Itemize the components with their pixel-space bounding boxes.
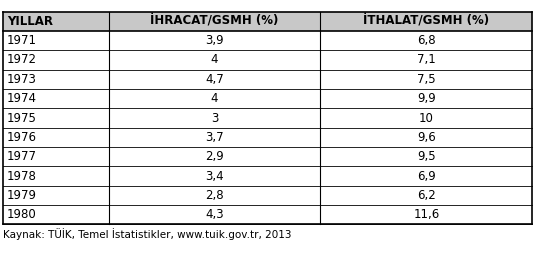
Bar bbox=[320, 89, 532, 108]
Text: 1978: 1978 bbox=[7, 170, 37, 183]
Bar bbox=[109, 31, 320, 50]
Bar bbox=[320, 128, 532, 147]
Bar bbox=[109, 50, 320, 70]
Text: 11,6: 11,6 bbox=[413, 208, 440, 221]
Text: 3,4: 3,4 bbox=[205, 170, 224, 183]
Text: 7,1: 7,1 bbox=[417, 53, 436, 67]
Bar bbox=[320, 70, 532, 89]
Bar bbox=[3, 50, 109, 70]
Bar bbox=[109, 205, 320, 224]
Bar bbox=[3, 70, 109, 89]
Bar bbox=[109, 147, 320, 166]
Bar bbox=[109, 186, 320, 205]
Bar bbox=[3, 166, 109, 186]
Bar bbox=[320, 50, 532, 70]
Bar bbox=[3, 108, 109, 128]
Text: 6,9: 6,9 bbox=[417, 170, 436, 183]
Text: YILLAR: YILLAR bbox=[7, 15, 53, 28]
Text: 1972: 1972 bbox=[7, 53, 37, 67]
Bar bbox=[109, 108, 320, 128]
Bar bbox=[320, 147, 532, 166]
Text: İTHALAT/GSMH (%): İTHALAT/GSMH (%) bbox=[363, 15, 490, 28]
Text: 1971: 1971 bbox=[7, 34, 37, 47]
Text: 1973: 1973 bbox=[7, 73, 37, 86]
Bar bbox=[3, 186, 109, 205]
Bar bbox=[320, 205, 532, 224]
Text: 3,7: 3,7 bbox=[205, 131, 224, 144]
Bar bbox=[320, 108, 532, 128]
Bar bbox=[3, 31, 109, 50]
Text: 9,9: 9,9 bbox=[417, 92, 436, 105]
Text: 6,8: 6,8 bbox=[417, 34, 435, 47]
Text: 4,3: 4,3 bbox=[205, 208, 224, 221]
Text: Kaynak: TÜİK, Temel İstatistikler, www.tuik.gov.tr, 2013: Kaynak: TÜİK, Temel İstatistikler, www.t… bbox=[3, 228, 291, 240]
Bar bbox=[3, 205, 109, 224]
Bar bbox=[109, 12, 320, 31]
Text: 7,5: 7,5 bbox=[417, 73, 435, 86]
Bar bbox=[109, 89, 320, 108]
Text: 9,5: 9,5 bbox=[417, 150, 435, 163]
Bar bbox=[3, 147, 109, 166]
Text: İHRACAT/GSMH (%): İHRACAT/GSMH (%) bbox=[150, 15, 279, 28]
Text: 4: 4 bbox=[211, 92, 218, 105]
Text: 1980: 1980 bbox=[7, 208, 37, 221]
Text: 2,9: 2,9 bbox=[205, 150, 224, 163]
Text: 6,2: 6,2 bbox=[417, 189, 436, 202]
Text: 3,9: 3,9 bbox=[205, 34, 224, 47]
Bar bbox=[109, 70, 320, 89]
Bar bbox=[109, 166, 320, 186]
Text: 4: 4 bbox=[211, 53, 218, 67]
Bar bbox=[320, 12, 532, 31]
Bar bbox=[320, 186, 532, 205]
Bar bbox=[3, 12, 109, 31]
Bar bbox=[3, 89, 109, 108]
Text: 1974: 1974 bbox=[7, 92, 37, 105]
Text: 10: 10 bbox=[419, 111, 434, 125]
Text: 1977: 1977 bbox=[7, 150, 37, 163]
Text: 1975: 1975 bbox=[7, 111, 37, 125]
Bar bbox=[109, 128, 320, 147]
Bar bbox=[320, 166, 532, 186]
Text: 4,7: 4,7 bbox=[205, 73, 224, 86]
Bar bbox=[320, 31, 532, 50]
Text: 2,8: 2,8 bbox=[205, 189, 224, 202]
Text: 1976: 1976 bbox=[7, 131, 37, 144]
Text: 9,6: 9,6 bbox=[417, 131, 436, 144]
Text: 3: 3 bbox=[211, 111, 218, 125]
Text: 1979: 1979 bbox=[7, 189, 37, 202]
Bar bbox=[3, 128, 109, 147]
